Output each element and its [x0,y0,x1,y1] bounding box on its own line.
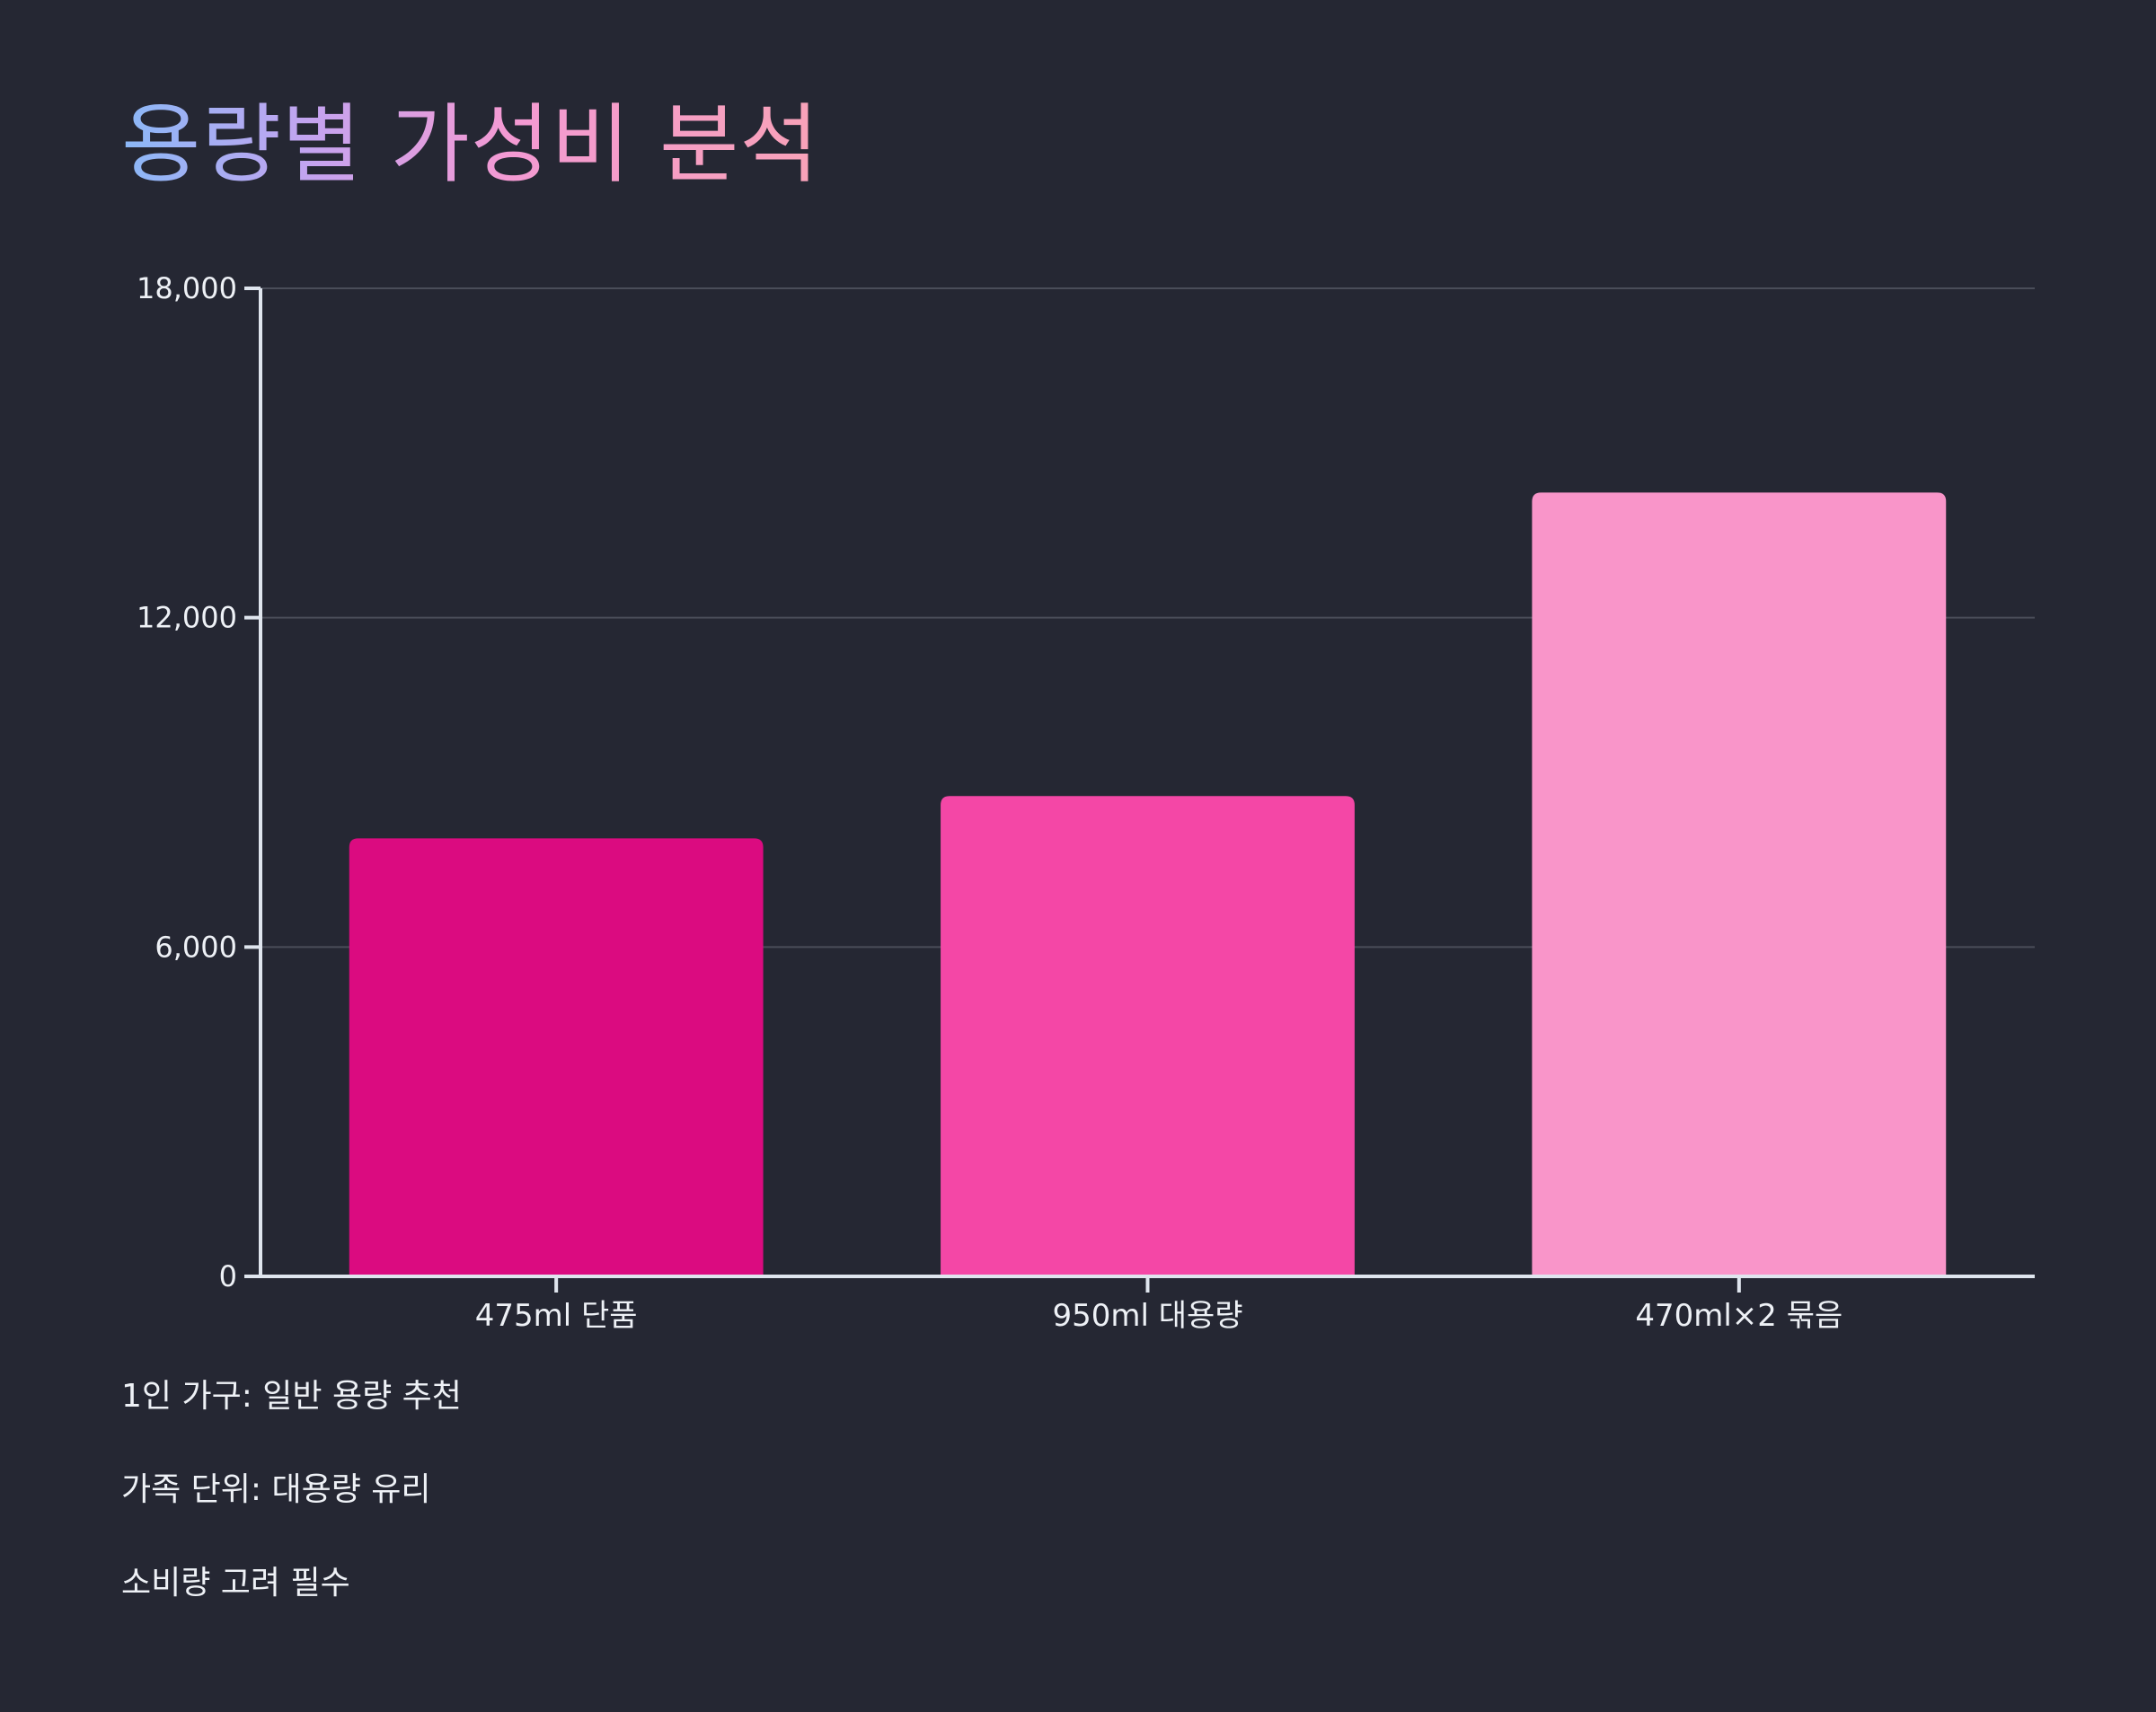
bar-1 [941,796,1355,1276]
bar-0 [349,838,764,1276]
page-title: 용량별 가성비 분석 [121,86,820,203]
y-tick-label: 6,000 [155,930,237,964]
x-tick-label: 475ml 단품 [475,1298,638,1334]
x-tick-label: 470ml×2 묶음 [1635,1298,1842,1334]
note-consumption: 소비량 고려 필수 [121,1565,350,1602]
y-tick-label: 0 [219,1259,237,1293]
bars [349,492,1947,1276]
bar-2 [1532,492,1947,1276]
notes: 1인 가구: 일반 용량 추천 가족 단위: 대용량 유리 소비량 고려 필수 [121,1374,462,1655]
x-tick-label: 950ml 대용량 [1052,1298,1242,1334]
tick-labels: 0 6,000 12,000 18,000 475ml 단품 950ml 대용량 470ml… [137,271,1842,1334]
y-tick-label: 18,000 [137,271,237,305]
y-tick-label: 12,000 [137,601,237,635]
note-family: 가족 단위: 대용량 유리 [121,1471,431,1508]
note-single-household: 1인 가구: 일반 용량 추천 [121,1378,462,1415]
axes [244,287,2035,1293]
